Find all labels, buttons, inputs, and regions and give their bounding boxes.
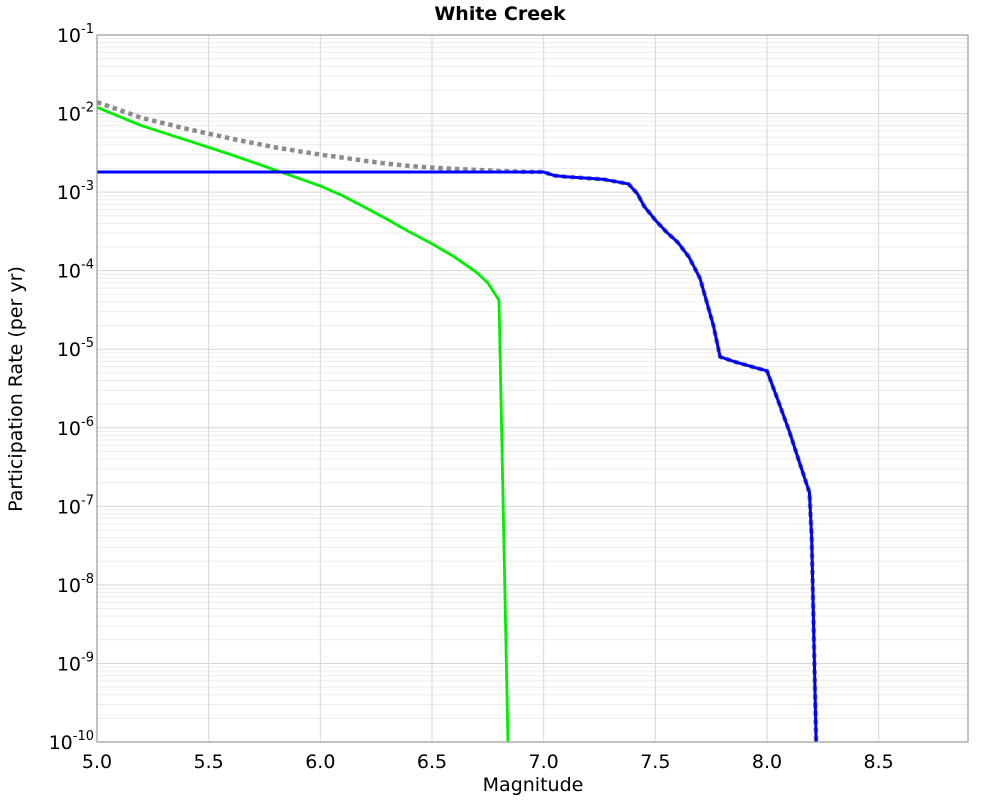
y-tick-label: 10-2 — [57, 101, 94, 126]
chart-title: White Creek — [434, 3, 566, 25]
y-tick-label: 10-1 — [57, 22, 94, 47]
x-tick-label: 6.0 — [305, 751, 335, 773]
series-layer — [96, 99, 819, 743]
y-tick-label: 10-5 — [57, 336, 94, 361]
y-tick-label: 10-9 — [57, 650, 94, 675]
x-tick-label: 5.5 — [194, 751, 224, 773]
green-solid-line — [96, 106, 510, 743]
plot-border — [96, 34, 969, 743]
y-tick-label: 10-6 — [57, 415, 94, 440]
y-tick-label: 10-7 — [57, 493, 94, 518]
x-tick-label: 6.5 — [417, 751, 447, 773]
y-tick-label: 10-8 — [57, 572, 94, 597]
x-tick-label: 5.0 — [82, 751, 112, 773]
x-tick-label: 8.5 — [864, 751, 894, 773]
gray-dotted-total-line — [96, 99, 819, 743]
y-axis-title: Participation Rate (per yr) — [5, 266, 27, 512]
x-tick-label: 8.0 — [752, 751, 782, 773]
minor-gridlines — [97, 38, 968, 719]
x-axis-title: Magnitude — [483, 774, 584, 796]
y-tick-label: 10-10 — [49, 729, 94, 754]
x-tick-label: 7.5 — [640, 751, 670, 773]
major-gridlines — [96, 34, 968, 743]
y-tick-label: 10-3 — [57, 179, 94, 204]
y-tick-label: 10-4 — [57, 258, 94, 283]
tick-labels: 5.0 5.5 6.0 6.5 7.0 7.5 8.0 8.5 10-1 10-2 10-3 10-4… — [49, 22, 894, 773]
x-tick-label: 7.0 — [529, 751, 559, 773]
blue-solid-line — [97, 170, 818, 743]
